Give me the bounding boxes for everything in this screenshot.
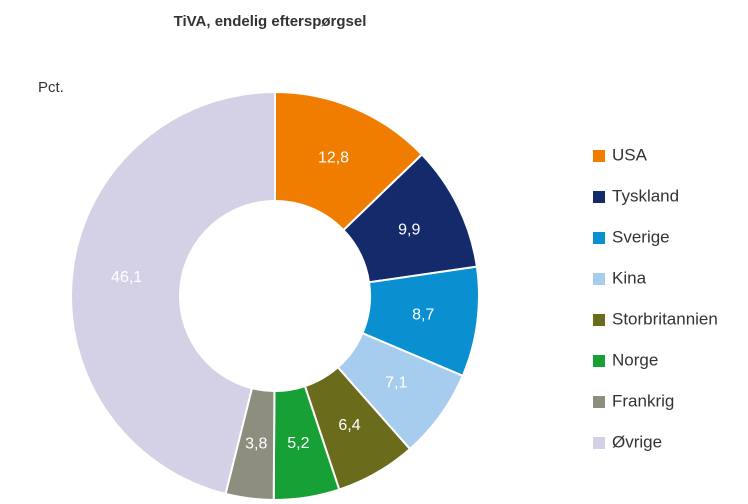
legend-label: Storbritannien <box>612 309 718 328</box>
legend-swatch <box>593 396 605 408</box>
data-label: 6,4 <box>338 417 360 434</box>
legend-swatch <box>593 232 605 244</box>
data-label: 3,8 <box>245 436 267 453</box>
legend-label: Norge <box>612 350 658 369</box>
legend-swatch <box>593 314 605 326</box>
legend-swatch <box>593 437 605 449</box>
slice <box>70 90 276 496</box>
legend-swatch <box>593 355 605 367</box>
legend-swatch <box>593 150 605 162</box>
data-label: 8,7 <box>412 306 434 323</box>
legend-label: USA <box>612 145 648 164</box>
legend-label: Øvrige <box>612 432 662 451</box>
legend-swatch <box>593 191 605 203</box>
data-label: 5,2 <box>287 435 309 452</box>
legend-label: Tyskland <box>612 186 679 205</box>
legend-label: Frankrig <box>612 391 674 410</box>
data-label: 46,1 <box>111 269 142 286</box>
data-label: 9,9 <box>398 221 420 238</box>
unit-label: Pct. <box>38 79 64 96</box>
legend-label: Sverige <box>612 227 670 246</box>
legend-label: Kina <box>612 268 647 287</box>
chart-title: TiVA, endelig efterspørgsel <box>174 13 367 30</box>
data-label: 12,8 <box>318 150 349 167</box>
legend-swatch <box>593 273 605 285</box>
data-label: 7,1 <box>385 375 407 392</box>
